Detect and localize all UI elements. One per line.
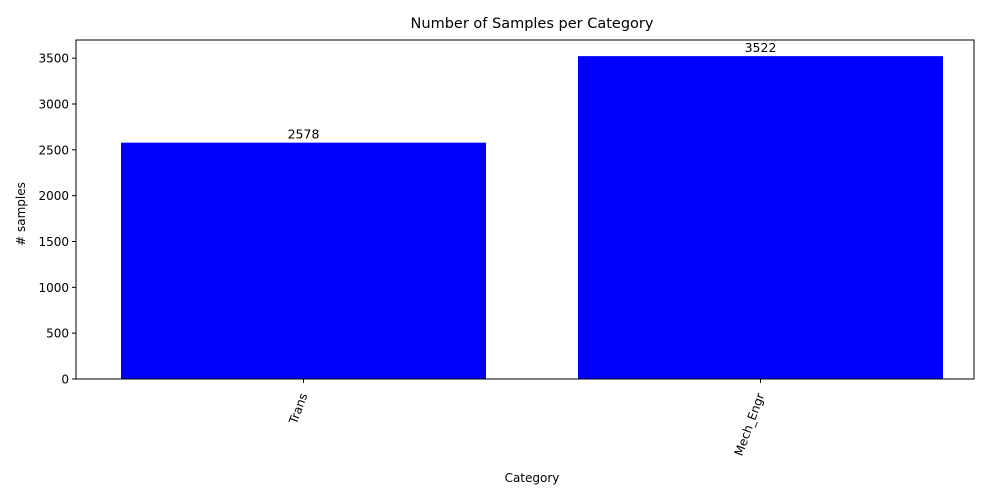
chart-title: Number of Samples per Category bbox=[411, 16, 654, 32]
bar-mech-engr bbox=[578, 56, 943, 379]
bar-trans bbox=[121, 143, 486, 379]
x-tick-label: Trans bbox=[286, 391, 310, 427]
bar-value-label: 3522 bbox=[745, 40, 777, 55]
x-axis-label: Category bbox=[505, 471, 560, 485]
y-axis: 0 500 1000 1500 2000 2500 3000 3500 bbox=[38, 52, 76, 387]
y-tick-label: 1000 bbox=[38, 281, 69, 295]
y-tick-label: 2000 bbox=[38, 189, 69, 203]
bar-value-label: 2578 bbox=[288, 127, 320, 142]
x-axis: Trans Mech_Engr bbox=[286, 379, 767, 458]
y-tick-label: 3500 bbox=[38, 52, 69, 66]
bars-group: 2578 3522 bbox=[121, 40, 943, 379]
y-tick-label: 0 bbox=[61, 373, 69, 387]
y-tick-label: 500 bbox=[46, 327, 69, 341]
y-tick-label: 3000 bbox=[38, 97, 69, 111]
y-tick-label: 2500 bbox=[38, 143, 69, 157]
x-tick-label: Mech_Engr bbox=[732, 391, 768, 458]
y-tick-label: 1500 bbox=[38, 235, 69, 249]
y-axis-label: # samples bbox=[14, 182, 28, 246]
